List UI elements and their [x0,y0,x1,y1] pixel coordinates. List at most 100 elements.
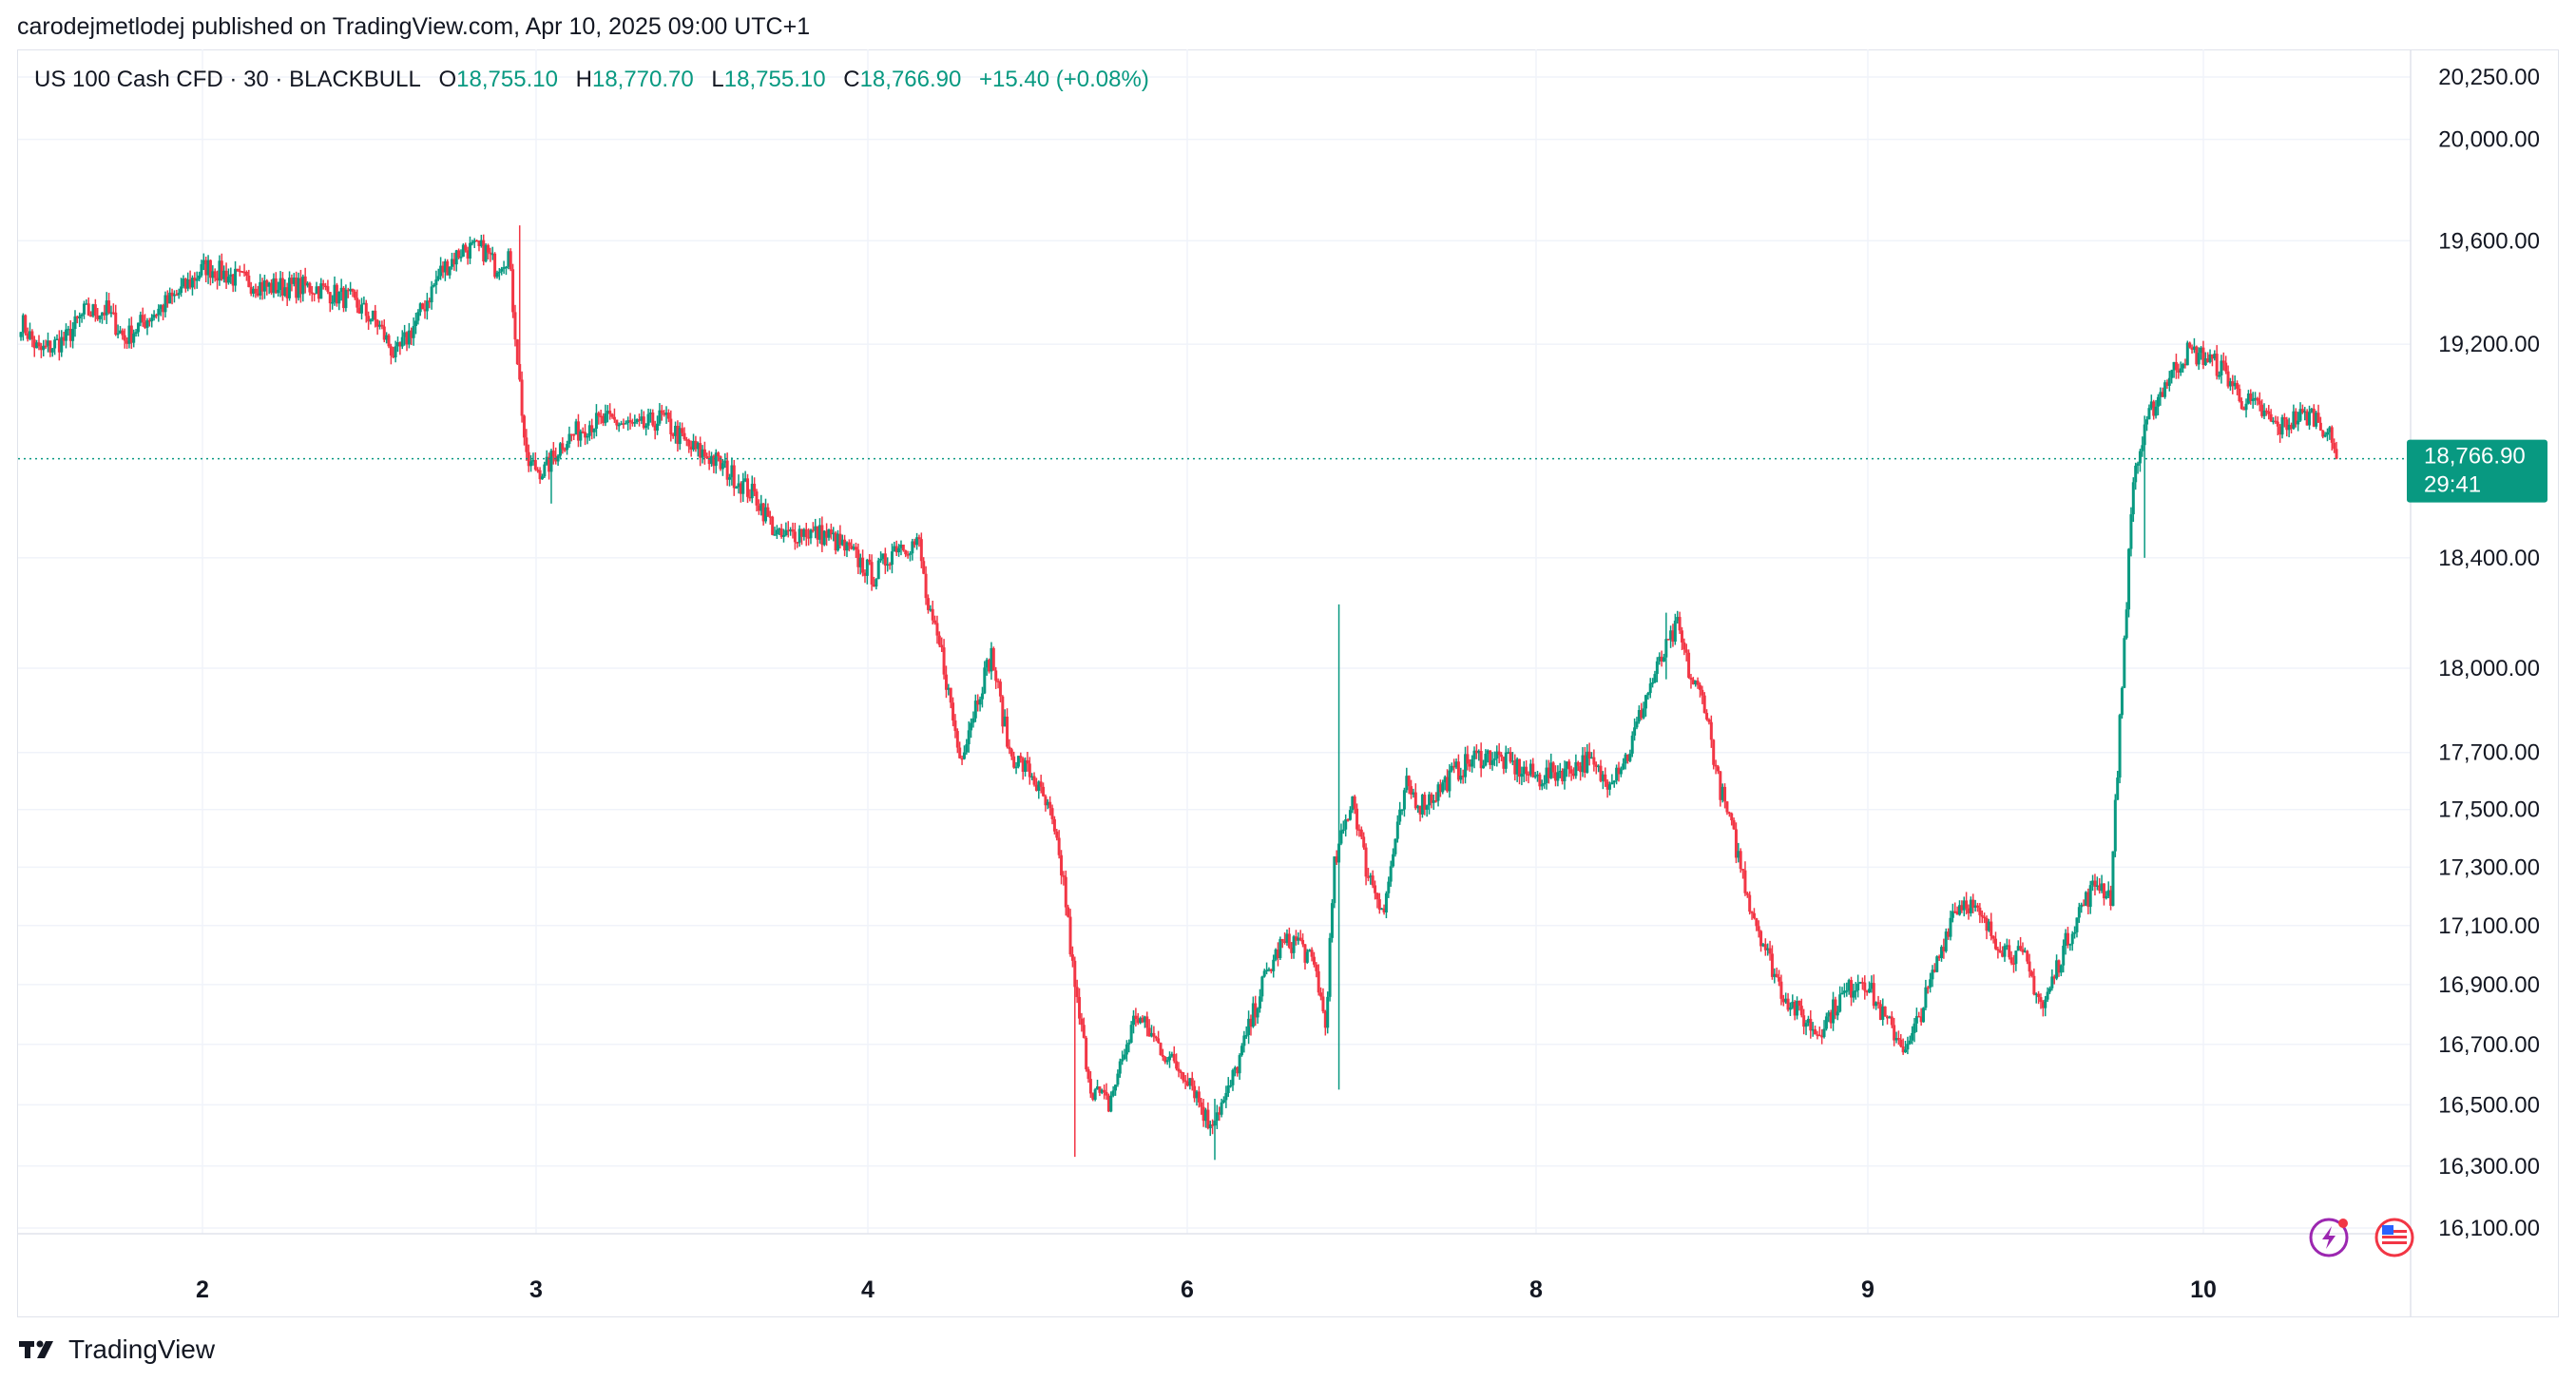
candle [1359,826,1363,840]
candle-body [21,315,25,333]
candle [965,739,969,755]
candle-body [1471,758,1474,767]
candle-body [1696,681,1700,685]
chart-pane[interactable] [17,49,2559,1317]
close-value: 18,766.90 [859,67,962,92]
candle-body [116,333,120,336]
y-tick-label: 18,400.00 [2438,546,2540,571]
candle-body [1876,1002,1880,1005]
candle [1229,1080,1233,1088]
candle-body [2011,963,2015,965]
candle [1522,760,1526,782]
candle-body [1666,639,1670,641]
candle-body [252,288,256,294]
candle-body [2183,363,2187,366]
candle-body [220,260,223,279]
candle-body [590,425,594,432]
candle-body [2220,360,2223,375]
candle-body [696,443,700,450]
candle-body [509,251,512,270]
candle-body [669,418,673,434]
candle [1050,804,1054,825]
candle-body [450,259,453,267]
candle [2111,851,2115,907]
y-tick-label: 16,300.00 [2438,1154,2540,1180]
candle-body [1147,1027,1151,1037]
candle [1607,781,1611,796]
candle [2315,411,2318,430]
candle [599,410,603,425]
candle-body [1067,907,1070,917]
candle-body [1425,805,1429,810]
candle-body [1924,987,1928,1008]
candle-body [622,423,625,425]
candle-body [1538,774,1542,787]
candle-body [502,267,506,269]
candle-body [712,455,716,467]
candle-body [2254,397,2258,400]
candle-body [847,542,851,547]
candle-body [1143,1016,1146,1023]
candle [1464,746,1468,784]
candle-body [858,557,862,567]
candle [1330,899,1334,943]
candle [1323,1009,1327,1036]
us-flag-icon[interactable] [2374,1218,2414,1257]
y-tick-label: 16,700.00 [2438,1032,2540,1058]
candle [556,453,560,467]
candle [1723,783,1727,809]
candle [1082,1017,1086,1039]
candle-body [1913,1023,1916,1033]
candle [1509,747,1512,764]
candle [2080,902,2084,913]
candle [2086,888,2090,915]
candle-body [2163,382,2167,397]
candle [753,477,757,496]
candle [439,257,443,280]
candle [1664,612,1668,680]
candle-body [1185,1081,1189,1086]
price-axis[interactable]: 16,100.0016,300.0016,500.0016,700.0016,9… [2410,49,2540,1317]
candle-body [1581,755,1585,773]
lightning-icon[interactable] [2309,1218,2349,1257]
candle [400,330,404,350]
candle-body [206,259,210,276]
candle [1377,893,1381,914]
candle [947,683,951,696]
candle-body [1969,899,1972,913]
candle-body [1003,716,1007,727]
symbol-label[interactable]: US 100 Cash CFD · 30 · BLACKBULL [34,67,421,92]
candle-body [1664,639,1668,658]
candle [2201,340,2205,370]
candle-body [26,333,29,339]
candle-body [466,250,470,259]
candle-body [1838,994,1842,1012]
footer-brand[interactable]: TradingView [19,1334,215,1365]
candle-body [1380,908,1384,911]
candle-body [1466,754,1470,764]
candle-body [1464,754,1468,777]
candle [2034,992,2038,1004]
candle-body [678,428,682,445]
candle [1226,1077,1230,1098]
candle [1276,942,1279,967]
candle-body [114,312,118,336]
candle [234,260,238,292]
candle-body [2023,950,2027,952]
time-axis[interactable]: 2 3 4 6 8 9 10 [18,1233,2411,1303]
candle-body [75,316,79,319]
candle [441,261,445,278]
candle-body [1375,893,1379,900]
candle-body [832,532,836,535]
candle [1152,1026,1156,1043]
candle [1143,1015,1146,1028]
candle [1344,814,1348,837]
candle [960,755,964,765]
candle-body [710,455,714,465]
candle [1201,1098,1205,1127]
candle-body [2057,960,2061,973]
candle-body [2005,945,2009,947]
candle [983,661,987,695]
candle [428,298,432,309]
